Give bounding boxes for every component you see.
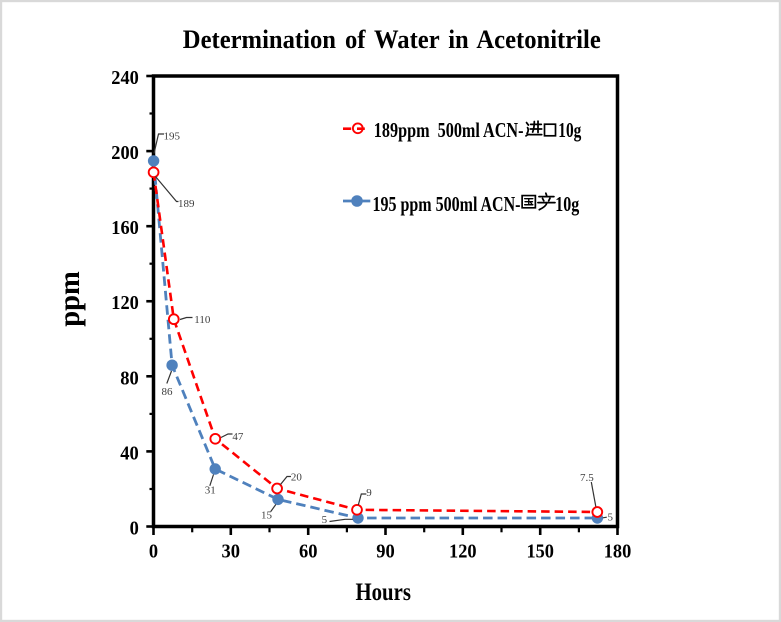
svg-text:90: 90 — [376, 541, 395, 563]
svg-text:195 ppm 500ml ACN-: 195 ppm 500ml ACN- — [373, 192, 521, 216]
svg-text:10g: 10g — [555, 192, 579, 216]
svg-text:ppm: ppm — [53, 271, 86, 327]
svg-text:30: 30 — [222, 541, 241, 563]
svg-text:20: 20 — [291, 472, 303, 484]
svg-text:60: 60 — [299, 541, 318, 563]
svg-text:0: 0 — [149, 541, 158, 563]
svg-text:31: 31 — [205, 485, 216, 497]
svg-text:120: 120 — [111, 292, 139, 314]
svg-text:120: 120 — [449, 541, 477, 563]
svg-text:189: 189 — [178, 198, 195, 210]
svg-text:7.5: 7.5 — [580, 472, 594, 484]
svg-text:40: 40 — [120, 442, 139, 464]
svg-text:195: 195 — [164, 131, 181, 143]
svg-text:Hours: Hours — [355, 579, 411, 606]
svg-text:10g: 10g — [558, 118, 581, 142]
svg-text:0: 0 — [130, 518, 139, 540]
svg-text:160: 160 — [111, 217, 139, 239]
svg-text:80: 80 — [120, 367, 139, 389]
svg-text:5: 5 — [608, 511, 614, 523]
svg-text:15: 15 — [261, 510, 273, 522]
svg-text:189ppm 500ml ACN-: 189ppm 500ml ACN- — [374, 118, 524, 142]
svg-text:47: 47 — [232, 431, 244, 443]
svg-text:200: 200 — [111, 142, 139, 164]
svg-text:240: 240 — [111, 67, 139, 89]
svg-text:180: 180 — [604, 541, 632, 563]
svg-text:150: 150 — [526, 541, 554, 563]
svg-text:9: 9 — [366, 487, 372, 499]
svg-text:5: 5 — [322, 514, 328, 526]
svg-text:86: 86 — [162, 386, 174, 398]
svg-text:Determination of Water in Acet: Determination of Water in Acetonitrile — [183, 25, 601, 54]
svg-text:110: 110 — [194, 314, 211, 326]
